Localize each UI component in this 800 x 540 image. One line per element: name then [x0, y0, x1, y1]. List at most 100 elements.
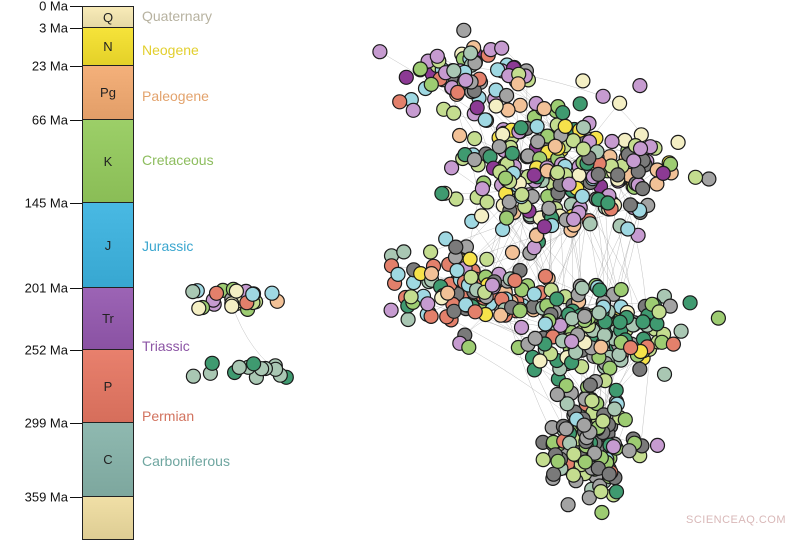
network-node — [463, 45, 479, 61]
period-band: J — [82, 203, 134, 288]
network-node — [449, 262, 465, 279]
network-node — [564, 333, 580, 350]
network-node — [601, 466, 617, 482]
period-code: K — [103, 153, 113, 169]
ma-boundary-label: 201 Ma — [24, 280, 68, 296]
geologic-timescale: 0 Ma 3 Ma 23 Ma 66 Ma 145 Ma 201 Ma 252 Ma 299 … — [0, 0, 240, 540]
ma-tick — [70, 28, 82, 29]
network-node — [608, 382, 624, 398]
network-node — [461, 339, 477, 355]
network-node — [513, 319, 530, 335]
network-node — [491, 139, 507, 155]
network-node — [574, 188, 590, 204]
network-node — [581, 490, 597, 506]
ma-boundary-label: 23 Ma — [31, 58, 68, 74]
network-node — [493, 307, 509, 323]
network-node — [710, 310, 727, 326]
ma-boundary-label: 66 Ma — [31, 112, 68, 128]
network-node — [513, 120, 529, 136]
period-name: Quaternary — [142, 8, 213, 24]
network-node — [450, 84, 466, 101]
network-node — [559, 396, 575, 412]
network-node — [575, 141, 591, 157]
network-node — [469, 99, 485, 116]
network-node — [582, 377, 598, 393]
network-node — [575, 119, 592, 136]
network-node — [610, 167, 626, 183]
network-node — [682, 295, 698, 311]
network-node — [423, 244, 439, 260]
network-node — [584, 393, 600, 409]
network-node — [512, 303, 528, 319]
network-node — [484, 277, 500, 293]
network-node — [617, 412, 633, 428]
ma-tick — [70, 288, 82, 289]
network-node — [477, 112, 493, 128]
period-code: Q — [102, 9, 114, 25]
ma-tick — [70, 6, 82, 7]
network-node — [231, 359, 247, 375]
ma-tick — [70, 66, 82, 67]
network-node — [595, 413, 611, 429]
network-node — [613, 282, 629, 298]
network-node — [423, 76, 439, 93]
ma-labels: 0 Ma 3 Ma 23 Ma 66 Ma 145 Ma 201 Ma 252 Ma 299 … — [0, 0, 68, 530]
network-node — [582, 216, 598, 232]
network-node — [612, 95, 628, 111]
network-node — [466, 152, 483, 168]
network-node — [526, 240, 542, 256]
network-node — [185, 284, 201, 300]
network-node — [577, 454, 593, 470]
network-node — [405, 102, 421, 118]
network-node — [701, 171, 717, 187]
network-node — [448, 239, 464, 255]
network-edge — [451, 167, 581, 287]
network-node — [576, 417, 592, 433]
period-name: Neogene — [142, 42, 199, 58]
period-code: P — [103, 378, 113, 394]
network-node — [649, 437, 666, 453]
network-node — [558, 377, 574, 394]
network-node — [557, 118, 573, 135]
network-node — [479, 251, 495, 267]
period-code: Pg — [100, 85, 116, 100]
network-node — [446, 105, 462, 121]
network-node — [526, 167, 542, 183]
period-name: Carboniferous — [142, 453, 230, 469]
period-code: N — [103, 39, 113, 54]
network-node — [574, 280, 590, 296]
network-node — [403, 289, 419, 305]
network-node — [452, 127, 468, 144]
network-node — [392, 94, 408, 110]
network-node — [550, 453, 566, 469]
network-node — [504, 145, 520, 161]
network-node — [507, 272, 523, 289]
network-node — [499, 87, 515, 104]
network-node — [572, 96, 588, 112]
network-node — [535, 452, 551, 468]
ma-boundary-label: 299 Ma — [24, 415, 68, 431]
network-node — [595, 88, 611, 104]
network-node — [191, 300, 207, 316]
period-band: C — [82, 423, 134, 497]
network-node — [537, 316, 553, 332]
network-node — [488, 98, 504, 114]
network-node — [458, 72, 474, 89]
network-node — [591, 305, 607, 321]
period-code: C — [103, 452, 113, 467]
phylogenetic-network — [185, 22, 727, 521]
network-node — [440, 285, 456, 301]
network-node — [607, 401, 623, 417]
network-node — [185, 368, 202, 384]
network-node — [420, 296, 436, 312]
period-band: P — [82, 350, 134, 423]
network-node — [372, 44, 388, 60]
network-node — [577, 308, 593, 324]
network-node — [228, 283, 245, 299]
network-node — [204, 355, 220, 371]
network-node — [527, 330, 543, 346]
period-band: Tr — [82, 288, 134, 350]
ma-boundary-label: 0 Ma — [39, 0, 68, 14]
network-node — [665, 336, 682, 352]
network-node — [590, 166, 606, 182]
